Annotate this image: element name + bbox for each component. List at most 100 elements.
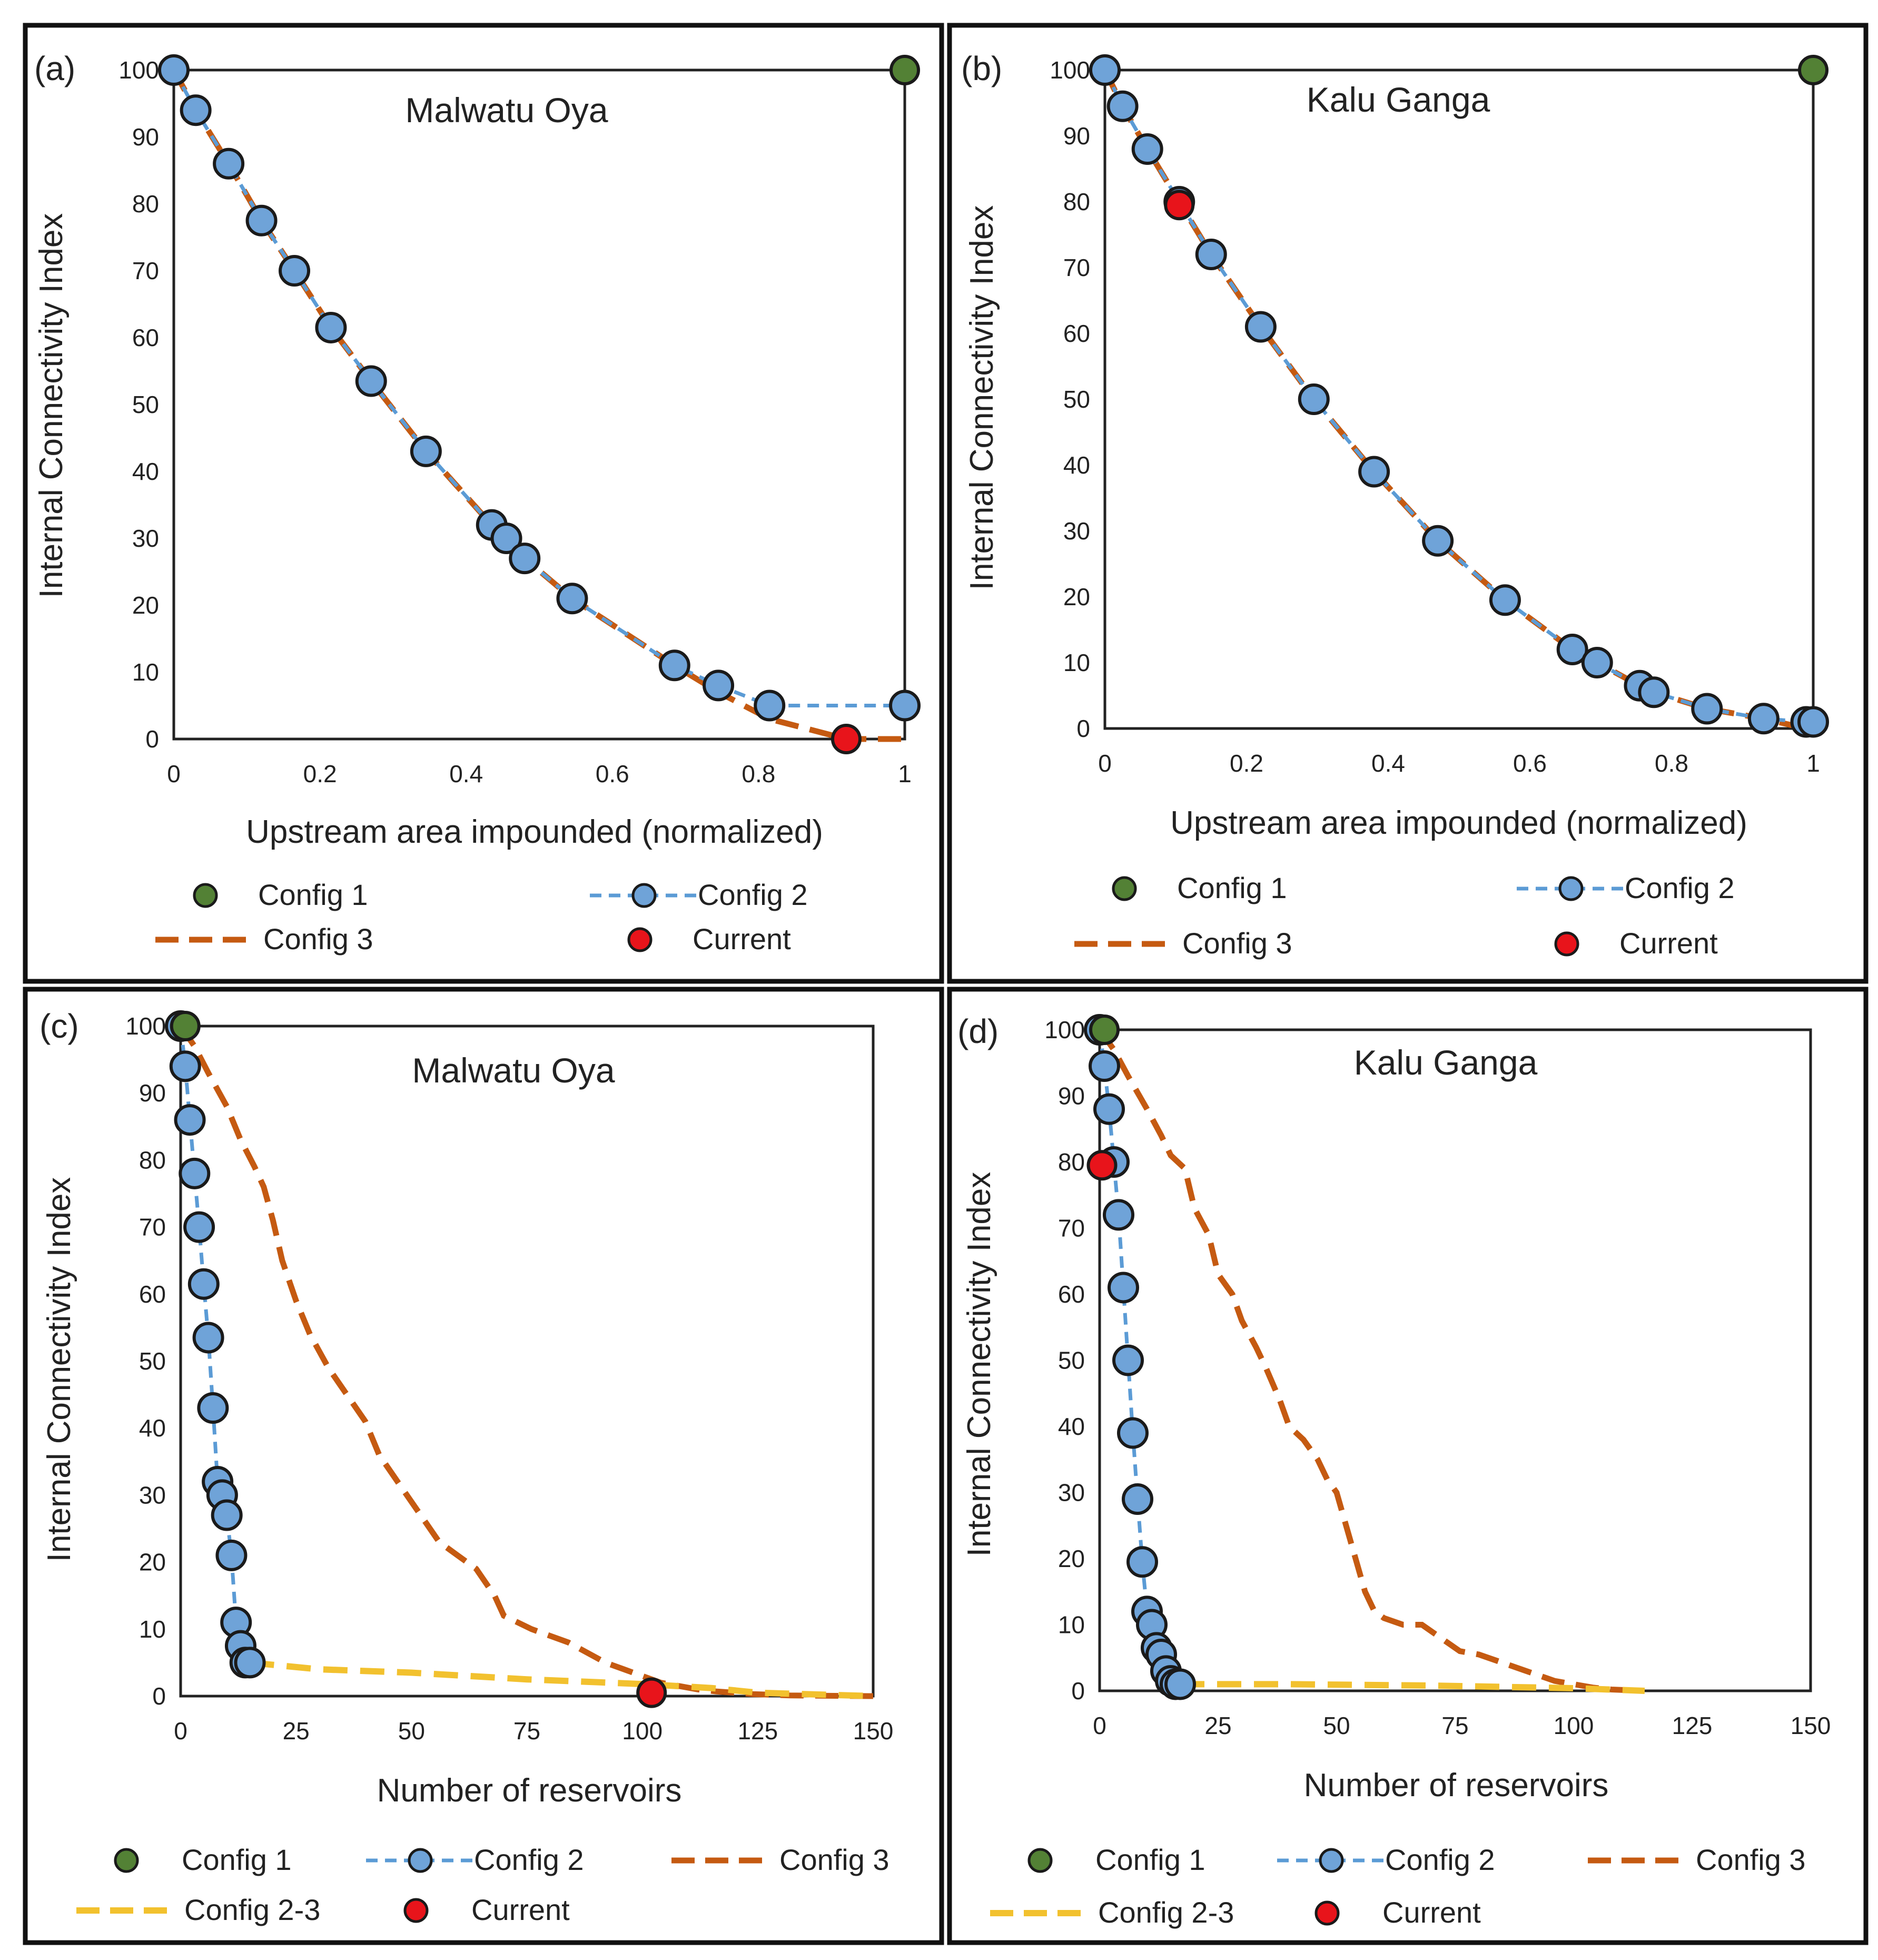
legend-symbol [193,883,218,908]
config-2-point [211,1499,243,1531]
y-tick-label: 10 [1063,649,1090,676]
y-tick-label: 80 [1063,188,1090,215]
legend-symbol [1112,876,1137,901]
y-tick-label: 90 [139,1079,166,1107]
panel-letter: (a) [34,50,75,87]
y-tick-label: 90 [1063,122,1090,150]
legend-item: Config 1 [114,1843,292,1876]
x-tick-label: 25 [283,1717,310,1745]
chart-title: Malwatu Oya [412,1051,615,1090]
x-axis-label: Number of reservoirs [377,1772,682,1809]
x-tick-label: 75 [513,1717,540,1745]
y-tick-label: 50 [132,391,159,418]
x-tick-label: 100 [622,1717,663,1745]
series-line-config-3 [1097,1028,1645,1694]
panel-frame [947,987,1869,1945]
config-2-point [1117,1417,1149,1449]
y-tick-label: 30 [132,525,159,552]
config-2-point [556,583,588,615]
legend-symbol [1558,876,1584,901]
plot-area-border [179,1025,875,1698]
legend-symbol [627,927,653,952]
y-tick-label: 90 [1058,1082,1085,1110]
config-1-point [889,55,920,85]
config-2-point [1089,54,1121,86]
legend-item: Config 3 [155,922,373,956]
y-tick-label: 0 [152,1682,166,1710]
config-2-point [355,365,387,397]
config-2-point [197,1392,229,1424]
series-line-config-2 [172,69,905,707]
x-tick-label: 0.2 [1230,750,1263,777]
panel-letter: (c) [39,1007,79,1045]
legend-item: Config 1 [1027,1843,1205,1876]
panel-frame [947,23,1869,984]
x-tick-label: 0.4 [1371,750,1405,777]
y-tick-label: 30 [139,1481,166,1509]
legend-item: Config 2 [590,878,808,911]
config-2-point [1108,1272,1139,1304]
legend-symbol [1314,1900,1340,1926]
x-tick-label: 0 [1098,750,1112,777]
current-point [1164,190,1195,221]
x-axis-label: Upstream area impounded (normalized) [246,814,823,850]
y-tick-label: 50 [139,1347,166,1375]
y-tick-label: 0 [1076,715,1090,742]
y-tick-label: 40 [1063,451,1090,479]
y-tick-label: 80 [132,190,159,218]
x-axis-label: Number of reservoirs [1304,1767,1609,1804]
y-tick-label: 50 [1063,386,1090,413]
legend-label: Config 3 [779,1843,889,1876]
legend-label: Config 1 [1177,871,1287,904]
y-tick-label: 20 [132,592,159,619]
plot-area-border [1103,68,1815,730]
config-1-point [1798,55,1828,85]
config-2-point [158,54,190,86]
config-2-point [187,1268,220,1300]
config-2-point [658,649,690,682]
x-tick-label: 100 [1554,1712,1594,1739]
current-point [636,1677,667,1708]
y-tick-label: 40 [132,458,159,485]
legend-label: Config 2-3 [1098,1896,1234,1929]
x-tick-label: 0.2 [303,760,337,787]
legend-item: Config 2 [1517,871,1735,904]
y-axis-label: Internal Connectivity Index [964,205,1000,590]
plot-area-border [1098,1028,1812,1692]
legend-label: Config 2 [1625,871,1735,904]
legend-label: Config 2 [1385,1843,1495,1876]
config-2-point [179,1157,211,1189]
chart-panel-c: 0 10 20 30 40 50 60 70 80 90 100 0 25 50 75 100 125 150 (c… [39,1007,893,1926]
config-2-point [1556,634,1588,665]
config-2-point [889,690,921,722]
x-tick-label: 0.6 [1513,750,1547,777]
legend-item: Config 2-3 [990,1896,1234,1929]
y-tick-label: 10 [132,658,159,686]
config-2-point [1103,1199,1134,1231]
y-axis-label: Internal Connectivity Index [961,1172,997,1557]
panel-frame [23,23,944,984]
legend-item: Config 1 [1112,871,1287,904]
config-2-point [215,1539,248,1571]
x-tick-label: 0.6 [596,760,629,787]
y-tick-label: 70 [1058,1215,1085,1242]
y-tick-label: 60 [1063,320,1090,347]
config-2-point [1691,693,1723,725]
config-1-point [170,1011,201,1041]
legend-item: Current [1554,927,1718,960]
x-tick-label: 0 [1093,1712,1106,1739]
y-tick-label: 70 [139,1214,166,1241]
series-line-config-2-3 [1180,1681,1645,1694]
x-tick-label: 150 [853,1717,894,1745]
config-2-point [703,669,735,702]
config-2-point [180,94,212,126]
config-2-point [410,435,442,467]
y-tick-label: 0 [1071,1677,1085,1705]
legend-symbol [403,1898,429,1923]
legend-item: Config 3 [1588,1843,1806,1876]
y-tick-label: 40 [139,1414,166,1442]
legend-item: Current [1314,1896,1481,1929]
y-tick-label: 100 [1050,56,1090,84]
